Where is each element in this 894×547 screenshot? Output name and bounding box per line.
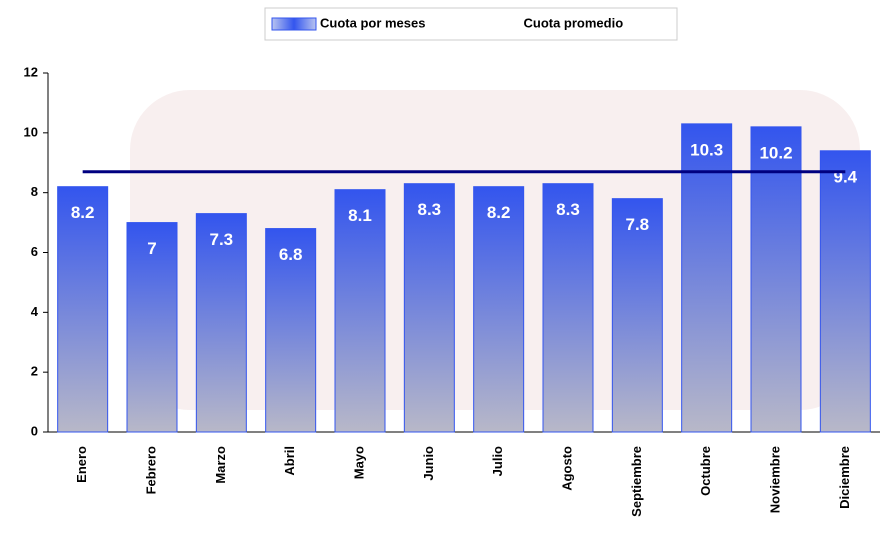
x-tick-label: Noviembre bbox=[767, 446, 782, 513]
value-label: 8.2 bbox=[71, 203, 95, 222]
x-tick-label: Julio bbox=[490, 446, 505, 476]
value-label: 10.3 bbox=[690, 140, 723, 159]
bar bbox=[681, 123, 733, 433]
x-tick-label: Agosto bbox=[559, 446, 574, 491]
x-tick-label: Septiembre bbox=[629, 446, 644, 517]
value-label: 8.1 bbox=[348, 206, 372, 225]
bar bbox=[57, 186, 109, 433]
x-tick-label: Diciembre bbox=[837, 446, 852, 509]
bar bbox=[265, 228, 317, 433]
bar bbox=[542, 183, 594, 433]
legend-label: Cuota por meses bbox=[320, 15, 425, 30]
bar bbox=[334, 189, 386, 433]
y-tick-label: 0 bbox=[31, 423, 38, 438]
legend-swatch bbox=[271, 17, 317, 31]
bar bbox=[126, 222, 178, 433]
bar bbox=[403, 183, 455, 433]
value-label: 9.4 bbox=[834, 167, 858, 186]
value-label: 8.3 bbox=[556, 200, 580, 219]
value-label: 8.3 bbox=[418, 200, 442, 219]
x-tick-label: Febrero bbox=[143, 446, 158, 494]
legend-box bbox=[264, 7, 678, 41]
x-tick-label: Abril bbox=[282, 446, 297, 476]
x-tick-label: Mayo bbox=[351, 446, 366, 479]
y-tick-label: 10 bbox=[24, 124, 38, 139]
legend-label: Cuota promedio bbox=[523, 15, 623, 30]
bar bbox=[819, 150, 871, 433]
value-label: 10.2 bbox=[759, 143, 792, 162]
bar bbox=[611, 198, 663, 433]
y-tick-label: 12 bbox=[24, 64, 38, 79]
bar bbox=[750, 126, 802, 433]
value-label: 8.2 bbox=[487, 203, 511, 222]
bar bbox=[473, 186, 525, 433]
value-label: 7.3 bbox=[210, 230, 234, 249]
value-label: 7 bbox=[147, 239, 156, 258]
y-tick-label: 6 bbox=[31, 244, 38, 259]
y-tick-label: 8 bbox=[31, 184, 38, 199]
x-tick-label: Enero bbox=[74, 446, 89, 483]
value-label: 6.8 bbox=[279, 245, 303, 264]
x-tick-label: Marzo bbox=[213, 446, 228, 484]
x-tick-label: Octubre bbox=[698, 446, 713, 496]
y-tick-label: 2 bbox=[31, 364, 38, 379]
y-tick-label: 4 bbox=[31, 304, 39, 319]
bar bbox=[195, 213, 247, 433]
value-label: 7.8 bbox=[626, 215, 650, 234]
x-tick-label: Junio bbox=[421, 446, 436, 481]
